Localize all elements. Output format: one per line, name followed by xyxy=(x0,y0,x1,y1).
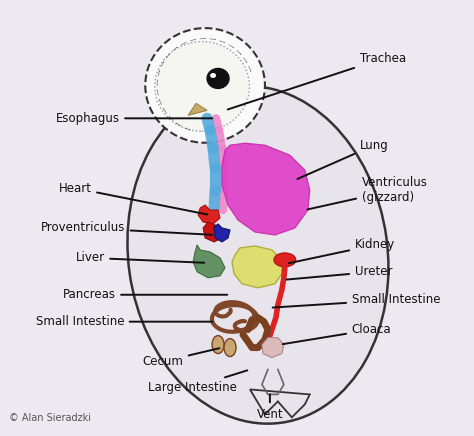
Text: Cloaca: Cloaca xyxy=(283,323,392,344)
Text: Vent: Vent xyxy=(256,394,283,421)
Text: Small Intestine: Small Intestine xyxy=(273,293,440,307)
Text: Large Intestine: Large Intestine xyxy=(148,370,247,394)
Ellipse shape xyxy=(207,68,229,89)
Text: Proventriculus: Proventriculus xyxy=(41,221,212,235)
Text: Pancreas: Pancreas xyxy=(63,288,227,301)
Ellipse shape xyxy=(274,253,296,267)
Ellipse shape xyxy=(224,339,236,357)
Text: Ureter: Ureter xyxy=(287,266,392,279)
Ellipse shape xyxy=(145,28,265,143)
Text: Lung: Lung xyxy=(297,139,388,179)
Polygon shape xyxy=(232,246,282,288)
Text: Ventriculus
(gizzard): Ventriculus (gizzard) xyxy=(308,176,428,209)
Text: © Alan Sieradzki: © Alan Sieradzki xyxy=(9,413,91,423)
Ellipse shape xyxy=(210,73,216,78)
Text: Esophagus: Esophagus xyxy=(55,112,212,125)
Ellipse shape xyxy=(212,336,224,354)
Polygon shape xyxy=(198,205,220,224)
Text: Liver: Liver xyxy=(75,252,204,264)
Text: Small Intestine: Small Intestine xyxy=(36,315,212,328)
Polygon shape xyxy=(214,224,230,242)
Polygon shape xyxy=(203,222,223,242)
Text: Trachea: Trachea xyxy=(228,52,406,109)
Polygon shape xyxy=(222,143,310,235)
Polygon shape xyxy=(188,103,207,116)
Text: Heart: Heart xyxy=(58,182,207,215)
Ellipse shape xyxy=(128,86,389,424)
Text: Kidney: Kidney xyxy=(289,238,395,263)
Polygon shape xyxy=(250,389,310,417)
Polygon shape xyxy=(193,245,225,278)
Text: Cecum: Cecum xyxy=(142,348,219,368)
Polygon shape xyxy=(262,337,284,358)
Ellipse shape xyxy=(155,41,249,131)
